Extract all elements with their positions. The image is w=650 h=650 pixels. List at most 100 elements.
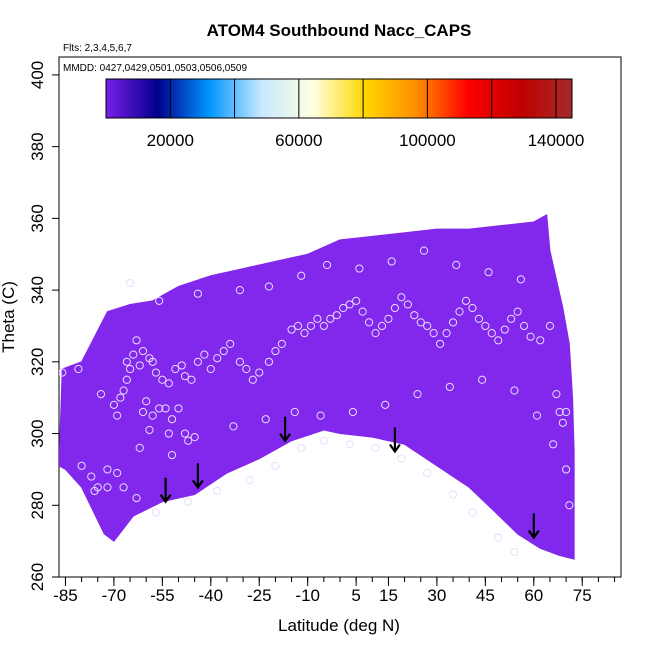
data-point: [135, 361, 144, 370]
data-point: [377, 321, 387, 331]
data-point: [371, 443, 380, 452]
flight-arrow: [279, 416, 291, 443]
data-point: [219, 346, 228, 356]
data-point: [90, 486, 99, 496]
data-point: [452, 260, 461, 270]
data-point: [226, 339, 235, 348]
data-point: [445, 382, 454, 392]
flight-arrows: [159, 416, 540, 540]
data-point: [326, 314, 335, 323]
data-point: [129, 350, 138, 359]
x-tick-label: 30: [427, 586, 446, 605]
data-point: [142, 397, 151, 406]
data-point: [213, 354, 222, 363]
data-point: [355, 264, 364, 273]
data-point: [122, 357, 131, 366]
data-point: [255, 368, 264, 377]
x-tick-label: 75: [573, 586, 592, 605]
colorbar-tick-label: 60000: [275, 131, 322, 150]
data-point: [206, 364, 215, 374]
data-point: [494, 336, 503, 345]
y-tick-label: 260: [28, 563, 47, 591]
colorbar-tick-label: 140000: [528, 131, 585, 150]
data-point: [271, 346, 280, 356]
data-point: [229, 422, 238, 431]
data-point: [455, 307, 464, 316]
data-point: [316, 411, 325, 420]
data-point: [245, 476, 254, 485]
data-point: [167, 415, 177, 424]
data-point: [371, 329, 380, 338]
data-point: [125, 364, 135, 374]
data-point: [145, 425, 154, 435]
data-point: [339, 303, 348, 313]
data-point: [148, 357, 157, 366]
data-point: [500, 325, 509, 334]
data-point: [423, 468, 432, 478]
flight-arrow: [159, 477, 172, 504]
data-point: [190, 433, 199, 442]
data-point: [167, 450, 177, 460]
data-point: [158, 375, 167, 384]
data-point: [213, 486, 222, 496]
data-point: [494, 533, 503, 542]
x-tick-label: -55: [150, 586, 175, 605]
data-point: [561, 465, 571, 474]
data-point: [200, 350, 209, 359]
data-point: [235, 286, 244, 295]
data-point: [358, 307, 367, 316]
y-tick-label: 300: [28, 419, 47, 447]
data-point: [410, 311, 419, 320]
data-point: [552, 390, 561, 399]
data-point: [345, 300, 354, 309]
data-point: [487, 329, 496, 338]
data-point: [177, 361, 186, 370]
data-point: [235, 357, 244, 366]
data-point: [293, 321, 303, 331]
data-point: [277, 339, 286, 348]
x-axis: -85 -70 -55 -40 -25 -10 5 15 30 45 60 75: [53, 577, 616, 605]
data-point: [87, 472, 96, 481]
data-point: [468, 508, 477, 517]
y-tick-label: 400: [28, 61, 47, 89]
data-point: [103, 465, 112, 474]
flight-arrow: [191, 463, 204, 490]
data-point: [448, 318, 458, 327]
colorbar-tick-labels: 20000 60000 100000 140000: [147, 131, 585, 150]
data-point: [306, 321, 316, 331]
chart-title: ATOM4 Southbound Nacc_CAPS: [207, 21, 472, 40]
data-point: [116, 393, 125, 402]
data-point: [532, 411, 542, 420]
data-point: [109, 400, 119, 409]
data-point: [180, 429, 190, 438]
data-point: [319, 321, 328, 331]
data-point: [513, 307, 522, 316]
data-point: [264, 357, 274, 366]
data-point: [96, 390, 106, 399]
data-point: [461, 296, 471, 305]
data-point: [448, 490, 458, 499]
data-point: [387, 257, 396, 266]
data-point: [413, 390, 422, 399]
data-point: [555, 407, 564, 417]
y-axis: 260 280 300 320 340 360 380 400: [28, 61, 59, 591]
data-point: [155, 296, 164, 305]
data-point: [297, 443, 306, 452]
flight-arrow: [389, 427, 401, 454]
data-point: [151, 368, 160, 377]
colorbar-gradient: [105, 78, 573, 119]
data-point: [348, 407, 358, 417]
data-point: [138, 346, 148, 356]
x-tick-label: 45: [476, 586, 495, 605]
data-point: [193, 289, 202, 298]
x-tick-label: 60: [524, 586, 543, 605]
data-point: [271, 461, 280, 470]
data-point: [148, 411, 157, 420]
data-point: [403, 300, 412, 309]
data-point: [155, 404, 164, 413]
data-point: [132, 336, 141, 345]
data-point: [352, 296, 361, 305]
data-point: [193, 357, 202, 366]
data-point: [264, 282, 274, 291]
data-point: [242, 364, 251, 374]
